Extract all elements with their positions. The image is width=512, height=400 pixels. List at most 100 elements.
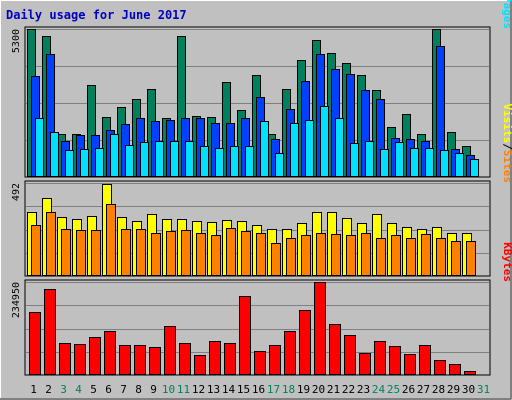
- x-tick-label: 9: [150, 383, 157, 396]
- bar-kbytes-day-5: [89, 337, 101, 375]
- x-tick-label: 15: [237, 383, 250, 396]
- x-tick-label: 25: [387, 383, 400, 396]
- x-tick-label: 23: [357, 383, 370, 396]
- bar-sites-day-28: [436, 238, 446, 276]
- bar-pages-day-2: [50, 132, 59, 177]
- legend-entry: Pages: [501, 0, 512, 29]
- bar-pages-day-3: [65, 150, 74, 177]
- x-tick-label: 2: [45, 383, 52, 396]
- legend-kbytes: KBytes: [501, 242, 512, 282]
- bar-pages-day-5: [95, 148, 104, 177]
- bar-sites-day-27: [421, 234, 431, 276]
- bar-kbytes-day-21: [329, 324, 341, 375]
- bar-pages-day-4: [80, 149, 89, 177]
- bar-pages-day-9: [155, 141, 164, 177]
- chart-labels: 5300Hits/Files/Pages492Visits/Sites23495…: [11, 0, 512, 396]
- bar-sites-day-30: [466, 241, 476, 276]
- bar-kbytes-day-13: [209, 341, 221, 375]
- bar-pages-day-16: [260, 121, 269, 177]
- x-tick-label: 26: [402, 383, 415, 396]
- bar-pages-day-21: [335, 118, 344, 177]
- bar-sites-day-7: [121, 229, 131, 276]
- x-tick-label: 13: [207, 383, 220, 396]
- x-tick-label: 19: [297, 383, 310, 396]
- bar-sites-day-12: [196, 233, 206, 276]
- legend-entry: Visits: [501, 104, 512, 144]
- bar-sites-day-25: [391, 235, 401, 276]
- x-tick-label: 24: [372, 383, 386, 396]
- bar-sites-day-20: [316, 233, 326, 276]
- bar-pages-day-30: [470, 159, 479, 177]
- bar-sites-day-23: [361, 233, 371, 276]
- bar-kbytes-day-20: [314, 282, 326, 375]
- bar-sites-day-2: [46, 212, 56, 276]
- legend-visits-sites: Visits/Sites: [501, 104, 512, 184]
- bar-kbytes-day-26: [404, 354, 416, 375]
- bar-sites-day-14: [226, 228, 236, 276]
- bar-sites-day-18: [286, 238, 296, 276]
- bar-kbytes-day-2: [44, 289, 56, 375]
- bar-pages-day-8: [140, 142, 149, 177]
- bar-kbytes-day-16: [254, 351, 266, 375]
- x-tick-label: 1: [30, 383, 37, 396]
- bar-kbytes-day-3: [59, 343, 71, 375]
- x-tick-label: 30: [462, 383, 475, 396]
- chart-marks: [27, 29, 479, 375]
- bar-kbytes-day-23: [359, 353, 371, 375]
- bar-sites-day-1: [31, 225, 41, 276]
- bar-kbytes-day-10: [164, 326, 176, 375]
- bar-pages-day-1: [35, 118, 44, 177]
- bar-pages-day-22: [350, 143, 359, 177]
- x-tick-label: 5: [90, 383, 97, 396]
- x-tick-label: 7: [120, 383, 127, 396]
- x-tick-label: 29: [447, 383, 460, 396]
- bar-pages-day-24: [380, 149, 389, 177]
- legend-entry: Sites: [501, 150, 512, 183]
- bar-sites-day-11: [181, 230, 191, 276]
- bar-kbytes-day-8: [134, 345, 146, 375]
- bar-pages-day-15: [245, 146, 254, 177]
- x-tick-label: 12: [192, 383, 205, 396]
- bar-pages-day-10: [170, 141, 179, 177]
- x-tick-label: 21: [327, 383, 340, 396]
- bar-sites-day-17: [271, 243, 281, 276]
- bar-kbytes-day-25: [389, 346, 401, 375]
- y-max-label: 492: [11, 183, 22, 201]
- bar-sites-day-6: [106, 204, 116, 276]
- bar-kbytes-day-1: [29, 312, 41, 375]
- x-tick-label: 8: [135, 383, 142, 396]
- x-tick-label: 4: [75, 383, 82, 396]
- bar-pages-day-12: [200, 146, 209, 177]
- bar-sites-day-26: [406, 238, 416, 276]
- bar-sites-day-21: [331, 234, 341, 276]
- bar-pages-day-28: [440, 150, 449, 177]
- bar-pages-day-6: [110, 134, 119, 177]
- bar-sites-day-22: [346, 235, 356, 276]
- bar-pages-day-26: [410, 148, 419, 177]
- bar-kbytes-day-12: [194, 355, 206, 375]
- bar-pages-day-23: [365, 141, 374, 177]
- bar-kbytes-day-9: [149, 347, 161, 375]
- x-tick-label: 14: [222, 383, 236, 396]
- x-tick-label: 31: [477, 383, 490, 396]
- bar-kbytes-day-19: [299, 310, 311, 375]
- bar-sites-day-3: [61, 229, 71, 276]
- bar-pages-day-11: [185, 141, 194, 177]
- bar-kbytes-day-18: [284, 331, 296, 375]
- bar-pages-day-25: [395, 142, 404, 177]
- x-tick-label: 22: [342, 383, 355, 396]
- bar-sites-day-5: [91, 230, 101, 276]
- x-tick-label: 11: [177, 383, 190, 396]
- x-tick-label: 10: [162, 383, 175, 396]
- x-tick-label: 20: [312, 383, 325, 396]
- y-max-label: 5300: [11, 29, 22, 53]
- bar-kbytes-day-14: [224, 343, 236, 375]
- bar-kbytes-day-11: [179, 343, 191, 375]
- y-max-label: 234950: [11, 282, 22, 318]
- x-tick-label: 6: [105, 383, 112, 396]
- bar-pages-day-19: [305, 120, 314, 177]
- bar-kbytes-day-4: [74, 344, 86, 375]
- x-tick-label: 16: [252, 383, 265, 396]
- x-tick-label: 28: [432, 383, 445, 396]
- bar-pages-day-14: [230, 146, 239, 177]
